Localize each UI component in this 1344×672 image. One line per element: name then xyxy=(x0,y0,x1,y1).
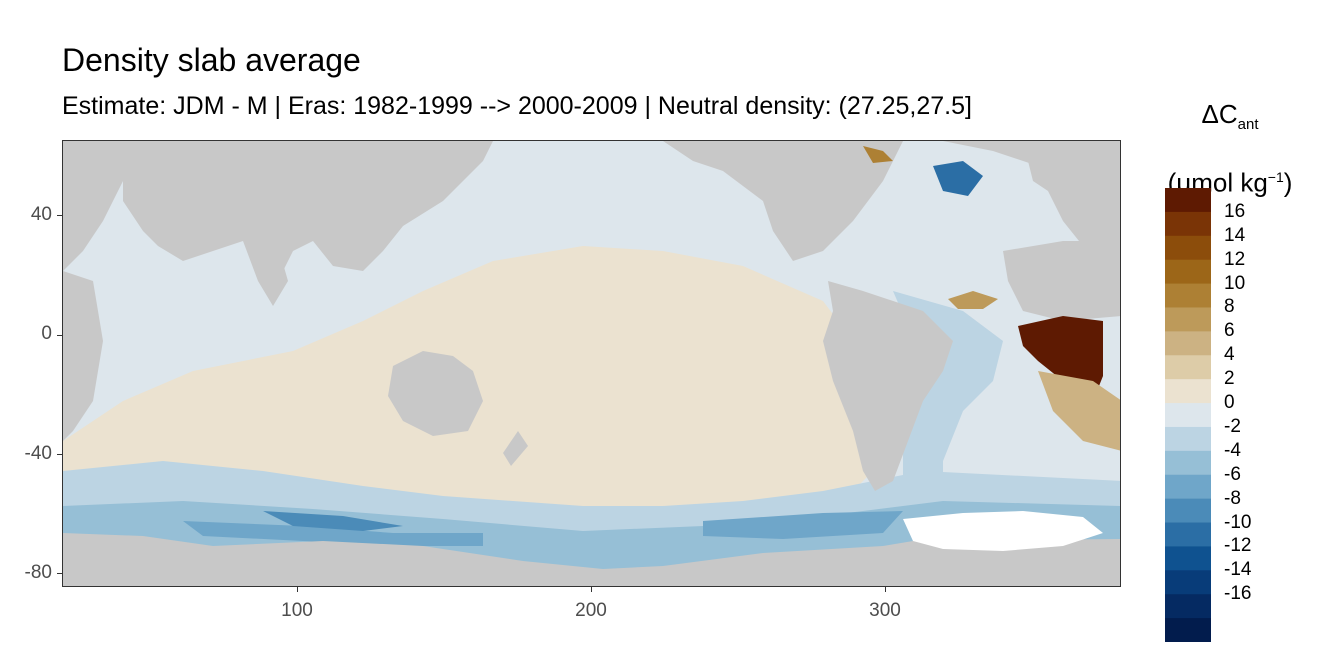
legend-label: -6 xyxy=(1224,463,1241,485)
africa-land xyxy=(63,141,123,271)
legend-label: -4 xyxy=(1224,439,1241,461)
legend-title: ΔCant (μmol kg−1) xyxy=(1160,88,1300,209)
legend-label: 2 xyxy=(1224,368,1235,390)
southern-band-3 xyxy=(183,521,483,546)
legend-color-swatch xyxy=(1165,283,1211,308)
legend-label: 6 xyxy=(1224,320,1235,342)
legend-unit-superscript: −1 xyxy=(1267,169,1284,186)
y-tick-mark xyxy=(57,454,62,455)
x-tick-mark xyxy=(885,587,886,592)
north-atlantic-negative xyxy=(933,161,983,196)
y-tick-mark xyxy=(57,573,62,574)
legend-color-swatch xyxy=(1165,355,1211,380)
antarctic-nodata xyxy=(903,511,1103,551)
legend-colorbar xyxy=(1165,188,1211,642)
legend-label: -2 xyxy=(1224,415,1241,437)
legend-color-swatch xyxy=(1165,379,1211,404)
legend-color-swatch xyxy=(1165,546,1211,571)
map-svg xyxy=(63,141,1120,586)
newzealand-land xyxy=(503,431,528,466)
north-atlantic-positive xyxy=(863,146,893,163)
chart-title: Density slab average xyxy=(62,42,361,78)
africa-south-land xyxy=(63,271,103,441)
legend-color-swatch xyxy=(1165,570,1211,595)
legend-color-swatch xyxy=(1165,307,1211,332)
legend-label: -12 xyxy=(1224,535,1252,557)
y-tick-label: 40 xyxy=(30,204,52,225)
y-tick-label: 0 xyxy=(41,323,52,344)
india-land xyxy=(243,241,288,306)
x-tick-label: 200 xyxy=(575,600,607,621)
legend-color-swatch xyxy=(1165,498,1211,524)
y-tick-label: -40 xyxy=(24,443,52,464)
south-america-land xyxy=(823,281,953,491)
australia-land xyxy=(388,351,483,436)
legend-color-swatch xyxy=(1165,188,1211,213)
legend-color-swatch xyxy=(1165,450,1211,476)
legend-unit-suffix: ) xyxy=(1283,167,1293,198)
x-tick-label: 100 xyxy=(281,600,313,621)
legend-label: -16 xyxy=(1224,583,1252,605)
legend-label: 10 xyxy=(1224,272,1246,294)
legend-color-swatch xyxy=(1165,618,1211,642)
y-tick-label: -80 xyxy=(24,562,52,583)
x-tick-label: 300 xyxy=(869,600,901,621)
legend-label: 8 xyxy=(1224,296,1235,318)
southern-band-4 xyxy=(263,511,403,531)
legend-color-swatch xyxy=(1165,235,1211,261)
x-tick-mark xyxy=(297,587,298,592)
atlantic-positive-patch xyxy=(948,291,998,309)
west-africa-land xyxy=(1003,241,1120,321)
legend-color-swatch xyxy=(1165,474,1211,500)
legend-color-swatch xyxy=(1165,259,1211,285)
legend-label: -10 xyxy=(1224,511,1252,533)
legend-label: 4 xyxy=(1224,344,1235,366)
legend-symbol-subscript: ant xyxy=(1237,116,1259,134)
antarctica-land xyxy=(63,533,1120,586)
y-tick-mark xyxy=(57,215,62,216)
legend-label: 14 xyxy=(1224,224,1246,246)
north-america-land xyxy=(663,141,903,261)
legend-color-swatch xyxy=(1165,403,1211,428)
legend-label: 0 xyxy=(1224,392,1235,414)
map-panel xyxy=(62,140,1121,587)
legend-label: -14 xyxy=(1224,559,1252,581)
chart-subtitle: Estimate: JDM - M | Eras: 1982-1999 --> … xyxy=(62,92,972,120)
legend-color-swatch xyxy=(1165,426,1211,452)
legend-label: -8 xyxy=(1224,487,1241,509)
y-tick-mark xyxy=(57,335,62,336)
legend-color-swatch xyxy=(1165,331,1211,356)
southern-band-5 xyxy=(703,511,903,539)
legend-symbol: ΔC xyxy=(1201,99,1238,129)
legend-label: 12 xyxy=(1224,248,1246,270)
x-tick-mark xyxy=(591,587,592,592)
legend-label: 16 xyxy=(1224,200,1246,222)
europe-land xyxy=(1023,141,1120,246)
legend-color-swatch xyxy=(1165,594,1211,619)
legend-color-swatch xyxy=(1165,211,1211,237)
atlantic-gradient-patch xyxy=(1038,371,1120,451)
eurasia-land xyxy=(123,141,493,281)
legend-color-swatch xyxy=(1165,522,1211,547)
